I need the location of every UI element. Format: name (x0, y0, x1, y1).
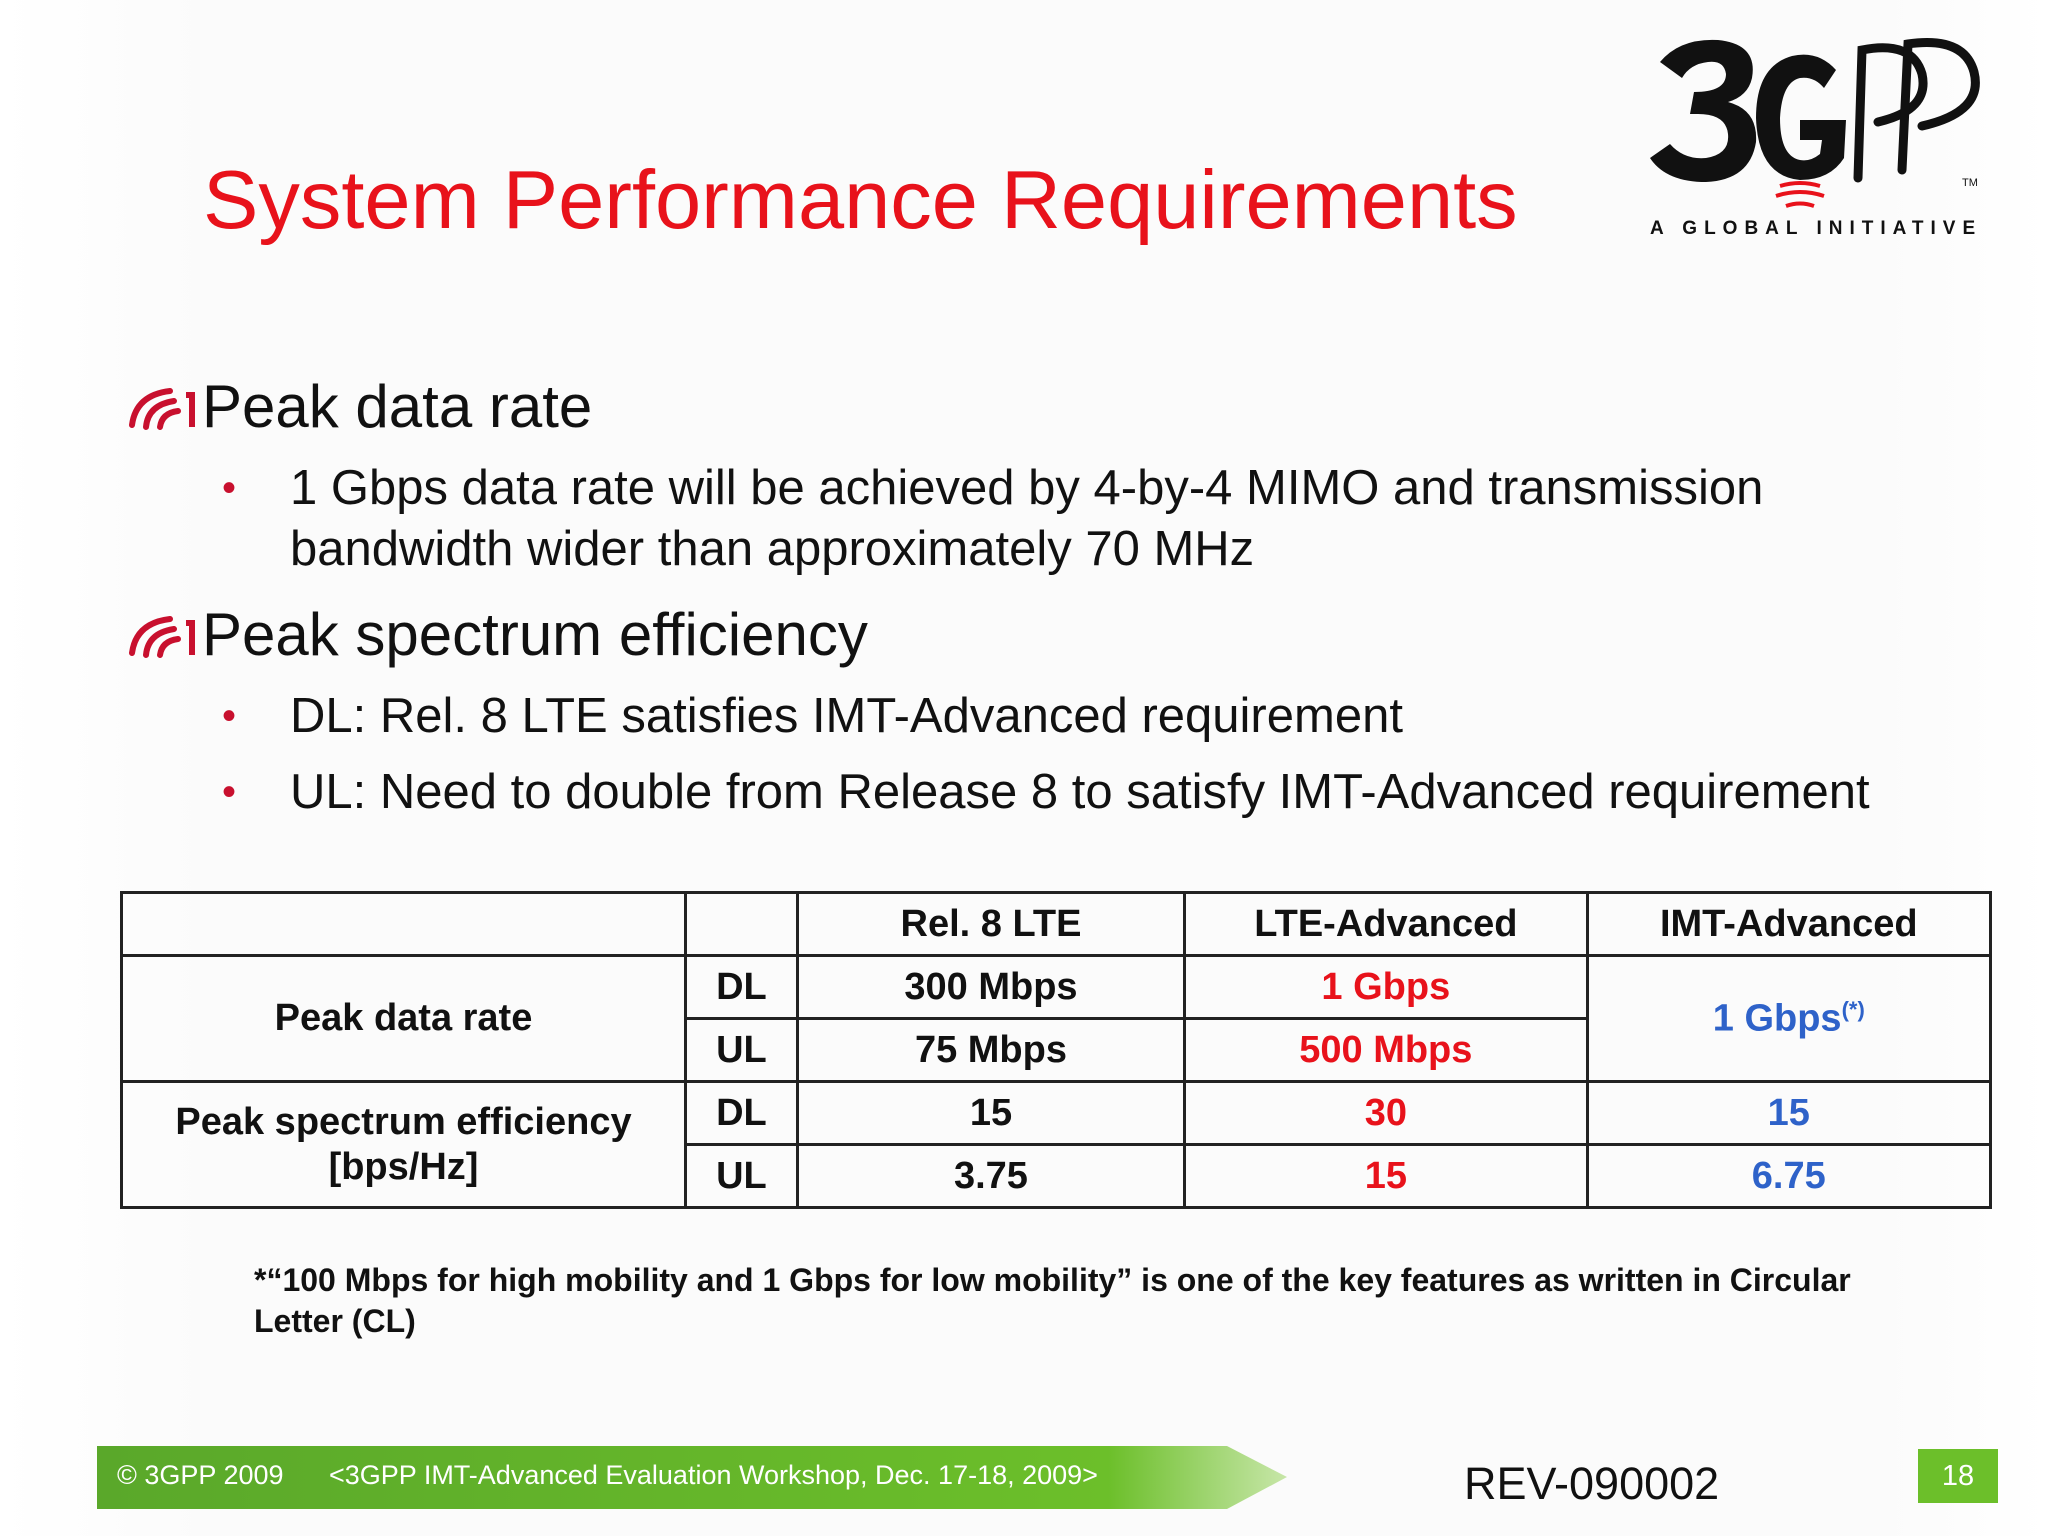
rel8-cell: 3.75 (795, 1143, 1187, 1209)
table-row: UL 3.75 15 6.75 (122, 1143, 1993, 1209)
row-label-unit: [bps/Hz] (328, 1145, 479, 1188)
sub-bullet-text: 1 Gbps data rate will be achieved by 4-b… (290, 461, 1764, 576)
footer-bar: © 3GPP 2009 <3GPP IMT-Advanced Evaluatio… (97, 1446, 1287, 1509)
lte-adv-cell: 30 (1183, 1080, 1589, 1146)
link-cell: UL (684, 1143, 799, 1209)
link-cell: DL (684, 1080, 799, 1146)
table-row: UL 75 Mbps 500 Mbps (122, 1017, 1991, 1083)
table-header-cell: LTE-Advanced (1183, 891, 1589, 957)
table-row: Peak spectrum efficiency [bps/Hz] DL 15 … (120, 1080, 1993, 1209)
imt-adv-cell: 15 (1585, 1080, 1993, 1146)
link-cell: UL (684, 1017, 799, 1083)
table-header-cell (120, 891, 687, 957)
table-header-row: Rel. 8 LTE LTE-Advanced IMT-Advanced (120, 891, 1993, 957)
footer-event: <3GPP IMT-Advanced Evaluation Workshop, … (329, 1460, 1098, 1490)
slide-title: System Performance Requirements (203, 153, 1518, 246)
link-cell: DL (684, 954, 799, 1020)
lte-adv-cell: 500 Mbps (1183, 1017, 1589, 1083)
sub-bullet-text: UL: Need to double from Release 8 to sat… (290, 765, 1870, 819)
trademark-mark: TM (1962, 177, 1978, 189)
document-id: REV-090002 (1464, 1458, 1720, 1509)
bullet-heading: Peak spectrum efficiency (202, 600, 868, 668)
sub-bullet-text: DL: Rel. 8 LTE satisfies IMT-Advanced re… (290, 689, 1403, 743)
row-label-peak-data-rate: Peak data rate (120, 954, 687, 1083)
logo-tagline: A GLOBAL INITIATIVE (1650, 218, 1983, 239)
imt-adv-value: 1 Gbps (1712, 997, 1842, 1040)
table-row: Peak data rate DL 300 Mbps 1 Gbps 1 Gbps… (120, 954, 1993, 1083)
table-header-cell: Rel. 8 LTE (795, 891, 1187, 957)
imt-adv-cell: 6.75 (1585, 1143, 1993, 1209)
table-header-cell (684, 891, 799, 957)
bullet-heading: Peak data rate (202, 372, 593, 440)
rel8-cell: 300 Mbps (795, 954, 1187, 1020)
3gpp-logo: TM A GLOBAL INITIATIVE (1640, 30, 2010, 250)
bullet-dot-icon: • (222, 466, 237, 510)
performance-table: Rel. 8 LTE LTE-Advanced IMT-Advanced Pea… (120, 891, 1993, 1209)
footnote-marker: (*) (1841, 996, 1865, 1022)
rel8-cell: 75 Mbps (795, 1017, 1187, 1083)
red-wave-icon (129, 616, 195, 658)
rel8-cell: 15 (795, 1080, 1187, 1146)
table-header-cell: IMT-Advanced (1585, 891, 1993, 957)
page-number: 18 (1918, 1449, 1998, 1503)
bullet-dot-icon: • (222, 770, 237, 814)
bullet-dot-icon: • (222, 694, 237, 738)
row-label-line: Peak spectrum efficiency (175, 1100, 632, 1143)
footer-arrow-shape (97, 1446, 1287, 1509)
row-label-peak-spectrum-efficiency: Peak spectrum efficiency [bps/Hz] (120, 1080, 687, 1209)
bullet-peak-spectrum-efficiency: Peak spectrum efficiency (126, 594, 868, 674)
footnote: *“100 Mbps for high mobility and 1 Gbps … (254, 1262, 1851, 1339)
3gpp-logo-mark: TM (1650, 38, 1980, 208)
lte-adv-cell: 1 Gbps (1183, 954, 1589, 1020)
lte-adv-cell: 15 (1183, 1143, 1589, 1209)
bullet-peak-data-rate: Peak data rate (126, 366, 592, 446)
footer-copyright: © 3GPP 2009 (117, 1460, 284, 1490)
imt-adv-cell: 1 Gbps(*) (1585, 954, 1993, 1083)
red-wave-icon (129, 388, 195, 430)
